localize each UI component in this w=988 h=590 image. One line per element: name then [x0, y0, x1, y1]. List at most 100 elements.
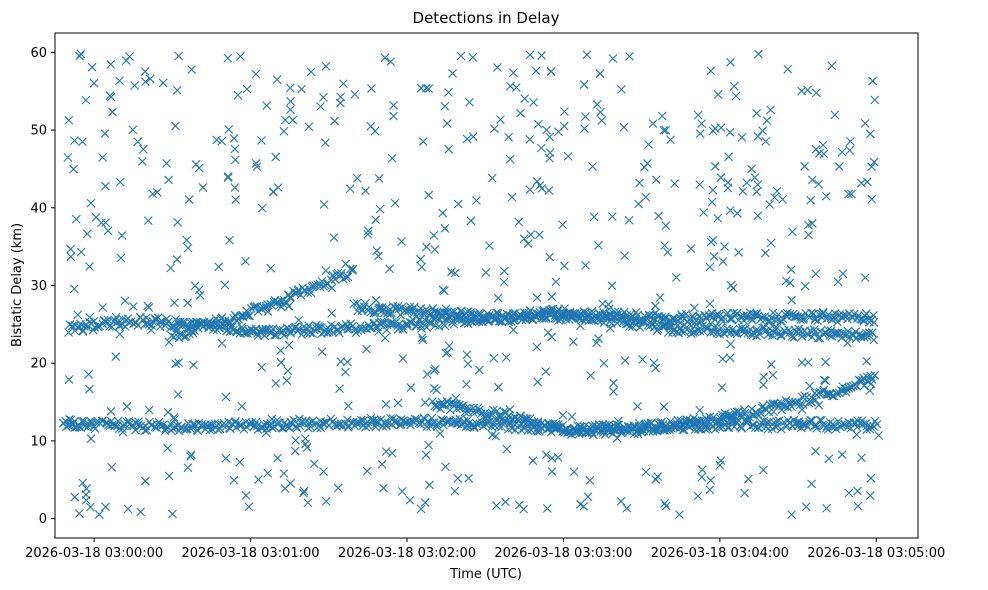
data-point: [108, 420, 117, 430]
data-point: [765, 200, 775, 209]
data-point: [734, 247, 743, 257]
data-point: [250, 421, 259, 430]
data-point: [319, 419, 329, 428]
data-point: [609, 387, 618, 396]
data-point: [141, 77, 150, 87]
data-point: [174, 320, 184, 330]
data-point: [444, 87, 453, 97]
data-point: [867, 328, 877, 338]
data-point: [451, 415, 460, 424]
data-point: [588, 162, 597, 171]
data-point: [752, 308, 762, 318]
data-point: [261, 428, 271, 438]
data-point: [349, 299, 359, 309]
data-point: [841, 384, 851, 394]
data-point: [86, 416, 95, 426]
data-point: [319, 467, 328, 477]
data-point: [341, 367, 350, 377]
data-point: [586, 371, 596, 380]
data-point: [732, 208, 742, 218]
data-point: [596, 313, 605, 323]
data-point: [295, 414, 304, 424]
data-point: [706, 475, 716, 485]
data-point: [432, 385, 441, 395]
data-point: [371, 215, 381, 225]
data-point: [771, 422, 780, 432]
data-point: [380, 53, 390, 63]
data-point: [389, 100, 398, 110]
data-point: [811, 446, 820, 456]
data-point: [619, 122, 629, 132]
x-tick-label: 2026-03-18 03:00:00: [25, 546, 163, 561]
y-tick-label: 40: [30, 201, 47, 216]
data-point: [462, 379, 471, 389]
data-point: [230, 155, 240, 165]
x-tick-label: 2026-03-18 03:04:00: [651, 546, 789, 561]
data-point: [422, 369, 432, 379]
data-point: [609, 378, 619, 388]
data-point: [101, 502, 110, 512]
data-point: [78, 137, 87, 147]
data-point: [106, 59, 116, 69]
data-point: [547, 467, 557, 476]
data-point: [620, 251, 630, 261]
data-point: [235, 457, 245, 467]
data-point: [502, 444, 512, 454]
data-point: [872, 419, 882, 429]
data-point: [242, 84, 252, 94]
data-point: [539, 305, 549, 315]
data-point: [271, 152, 281, 162]
data-point: [462, 350, 472, 360]
data-point: [336, 419, 346, 429]
data-point: [230, 144, 240, 154]
data-point: [71, 214, 81, 224]
data-point: [729, 308, 738, 318]
data-point: [353, 326, 363, 336]
data-point: [233, 90, 243, 100]
data-point: [225, 235, 234, 245]
data-point: [493, 63, 502, 72]
data-point: [660, 499, 670, 508]
data-point: [85, 313, 95, 322]
data-point: [343, 325, 353, 334]
data-point: [783, 64, 793, 74]
data-point: [737, 133, 747, 142]
data-point: [643, 159, 652, 168]
data-point: [173, 389, 183, 399]
data-point: [814, 400, 824, 410]
data-point: [708, 185, 718, 195]
data-point: [64, 115, 74, 125]
data-point: [539, 314, 549, 324]
data-point: [797, 420, 807, 429]
data-point: [169, 413, 179, 422]
data-point: [776, 331, 786, 341]
data-point: [830, 309, 840, 319]
data-point: [164, 175, 173, 185]
data-point: [116, 253, 126, 263]
data-point: [416, 254, 425, 264]
data-point: [98, 153, 107, 162]
data-point: [417, 324, 426, 333]
data-point: [309, 459, 319, 469]
data-point: [214, 262, 224, 272]
data-point: [252, 162, 262, 172]
data-point: [862, 356, 871, 366]
data-point: [397, 237, 406, 246]
data-point: [862, 177, 872, 187]
data-point: [807, 332, 817, 342]
data-point: [830, 110, 840, 120]
data-point: [631, 307, 641, 317]
data-point: [436, 415, 446, 424]
data-point: [653, 472, 662, 481]
data-point: [70, 492, 80, 502]
data-point: [251, 69, 261, 79]
data-point: [144, 405, 154, 415]
y-tick-label: 10: [30, 434, 47, 449]
data-point: [712, 328, 722, 338]
data-point: [807, 416, 817, 425]
data-point: [468, 132, 478, 142]
data-point: [285, 83, 295, 93]
data-point: [356, 415, 366, 425]
data-point: [220, 280, 230, 290]
data-point: [521, 315, 531, 325]
